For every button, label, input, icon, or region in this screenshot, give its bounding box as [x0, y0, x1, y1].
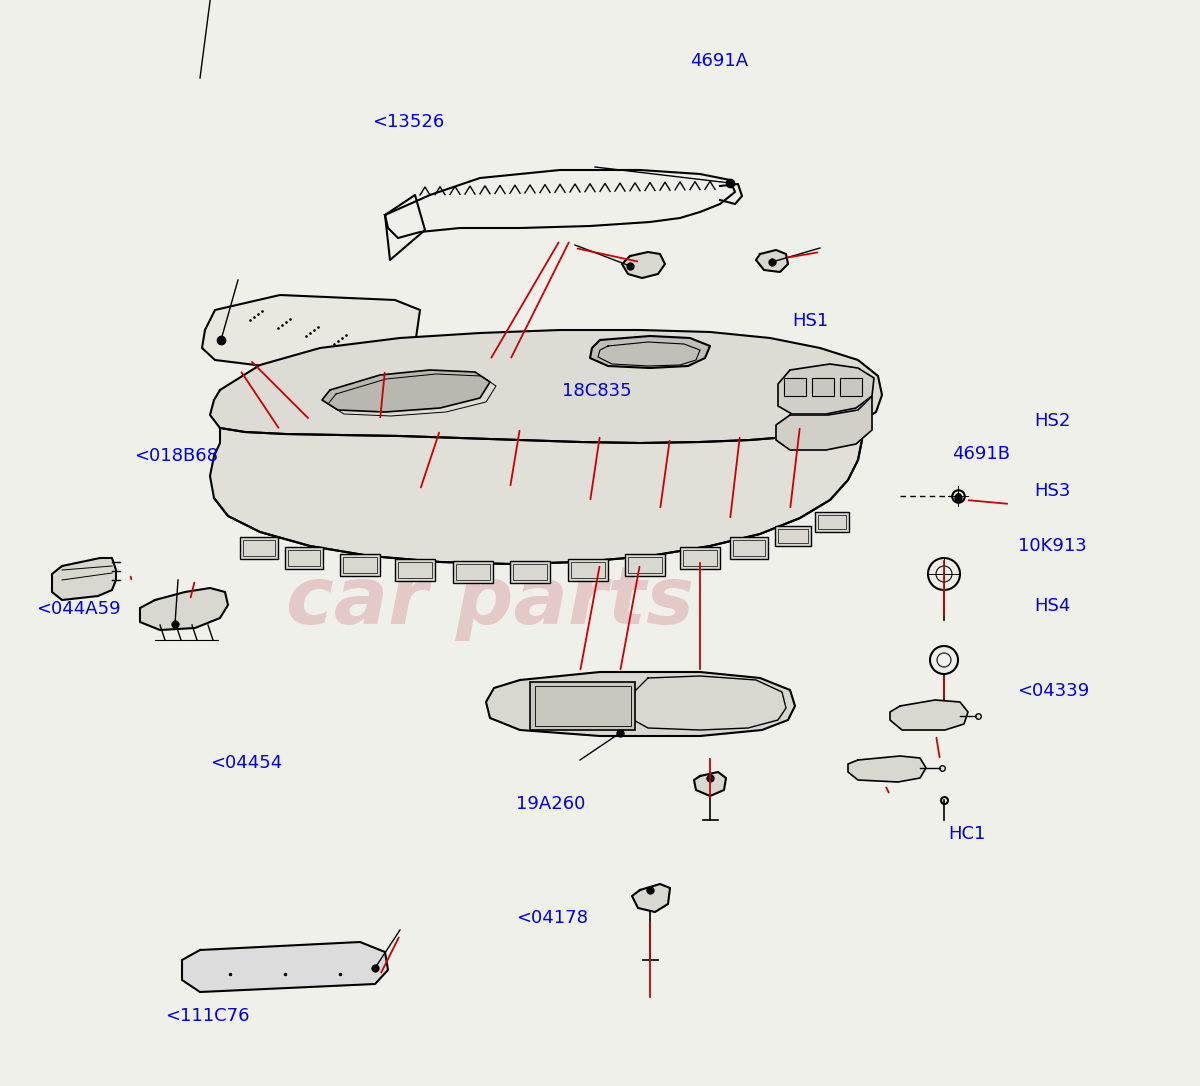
- Polygon shape: [140, 588, 228, 630]
- Polygon shape: [776, 396, 872, 450]
- Bar: [568, 559, 608, 581]
- Text: <018B68: <018B68: [134, 447, 218, 465]
- Polygon shape: [622, 252, 665, 278]
- Text: 4691B: 4691B: [952, 445, 1009, 463]
- Bar: [818, 515, 846, 529]
- Text: <13526: <13526: [372, 113, 444, 130]
- Bar: [514, 564, 547, 580]
- Bar: [456, 564, 490, 580]
- Bar: [812, 378, 834, 396]
- Bar: [395, 559, 436, 581]
- Bar: [680, 547, 720, 569]
- Polygon shape: [632, 884, 670, 912]
- Text: <04454: <04454: [210, 755, 282, 772]
- Bar: [683, 550, 718, 566]
- Bar: [775, 526, 811, 546]
- Text: 4691A: 4691A: [690, 52, 748, 70]
- Bar: [733, 540, 766, 556]
- Text: HC1: HC1: [948, 825, 985, 843]
- Polygon shape: [756, 250, 788, 272]
- Bar: [242, 540, 275, 556]
- Polygon shape: [778, 364, 874, 414]
- Bar: [730, 536, 768, 559]
- Bar: [286, 547, 323, 569]
- Text: <044A59: <044A59: [36, 601, 121, 618]
- Bar: [535, 686, 631, 727]
- Bar: [454, 561, 493, 583]
- Bar: [530, 682, 635, 730]
- Polygon shape: [590, 336, 710, 368]
- Text: HS2: HS2: [1034, 413, 1070, 430]
- Text: HS1: HS1: [792, 313, 828, 330]
- Bar: [784, 378, 806, 396]
- Polygon shape: [694, 772, 726, 796]
- Bar: [240, 536, 278, 559]
- Bar: [288, 550, 320, 566]
- Polygon shape: [210, 330, 882, 443]
- Text: 18C835: 18C835: [562, 382, 631, 400]
- Polygon shape: [848, 756, 926, 782]
- Text: 19A260: 19A260: [516, 795, 586, 812]
- Bar: [778, 529, 808, 543]
- Polygon shape: [210, 422, 862, 564]
- Bar: [343, 557, 377, 573]
- Polygon shape: [322, 370, 490, 412]
- Bar: [340, 554, 380, 576]
- Text: HS4: HS4: [1034, 597, 1070, 615]
- Text: <04339: <04339: [1018, 682, 1090, 699]
- Bar: [625, 554, 665, 576]
- Polygon shape: [52, 558, 116, 599]
- Polygon shape: [182, 942, 388, 992]
- Bar: [840, 378, 862, 396]
- Bar: [815, 512, 850, 532]
- Polygon shape: [202, 295, 420, 368]
- Text: scuderia
car parts: scuderia car parts: [286, 479, 694, 641]
- Polygon shape: [486, 672, 796, 736]
- Bar: [510, 561, 550, 583]
- Text: <04178: <04178: [516, 909, 588, 926]
- Bar: [571, 561, 605, 578]
- Bar: [398, 561, 432, 578]
- Text: <111C76: <111C76: [166, 1008, 250, 1025]
- Text: 10K913: 10K913: [1018, 538, 1086, 555]
- Polygon shape: [890, 700, 968, 730]
- Bar: [628, 557, 662, 573]
- Text: HS3: HS3: [1034, 482, 1070, 500]
